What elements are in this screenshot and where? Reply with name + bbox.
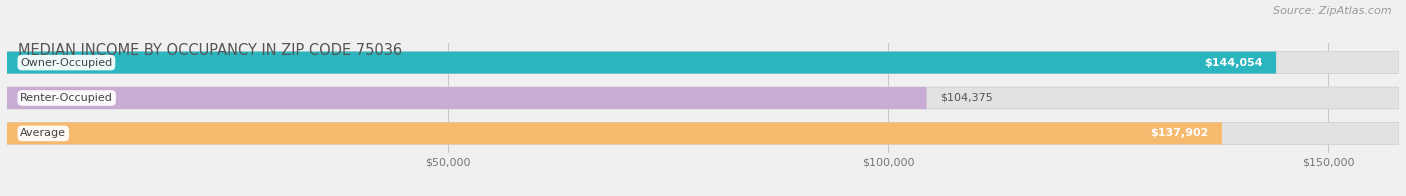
- Text: $137,902: $137,902: [1150, 128, 1209, 138]
- FancyBboxPatch shape: [7, 52, 1399, 74]
- FancyBboxPatch shape: [7, 122, 1399, 144]
- Text: Average: Average: [20, 128, 66, 138]
- Text: $144,054: $144,054: [1205, 58, 1263, 68]
- FancyBboxPatch shape: [7, 87, 927, 109]
- Text: Owner-Occupied: Owner-Occupied: [20, 58, 112, 68]
- Text: $104,375: $104,375: [939, 93, 993, 103]
- Text: MEDIAN INCOME BY OCCUPANCY IN ZIP CODE 75036: MEDIAN INCOME BY OCCUPANCY IN ZIP CODE 7…: [18, 43, 402, 58]
- FancyBboxPatch shape: [7, 87, 1399, 109]
- FancyBboxPatch shape: [7, 122, 1222, 144]
- FancyBboxPatch shape: [7, 52, 1277, 74]
- Text: Source: ZipAtlas.com: Source: ZipAtlas.com: [1274, 6, 1392, 16]
- Text: Renter-Occupied: Renter-Occupied: [20, 93, 112, 103]
